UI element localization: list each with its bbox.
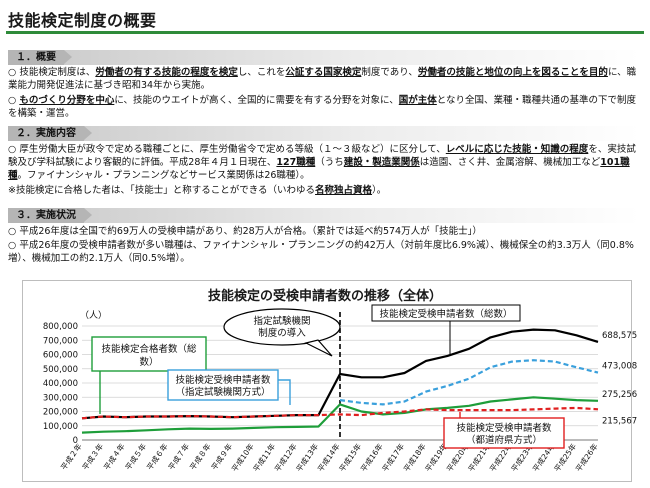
text: 制度であり、 (361, 67, 418, 78)
section-3-para-2: ○ 平成26年度の受検申請者数が多い職種は、ファイナンシャル・プランニングの約4… (8, 239, 640, 265)
chart-frame (22, 280, 632, 482)
bullet: ○ (8, 67, 17, 78)
bullet: ○ (8, 144, 17, 155)
emphasis: ものづくり分野を中心 (19, 95, 115, 106)
text: 平成26年度の受検申請者数が多い職種は、ファイナンシャル・プランニングの約42万… (8, 240, 634, 264)
text: 技能検定制度は、 (19, 67, 96, 78)
text: ※技能検定に合格した者は、「技能士」と称することができる（いわゆる (8, 185, 316, 196)
section-1-header: １．概要 (8, 50, 72, 65)
section-1-para-1: ○ 技能検定制度は、労働者の有する技能の程度を検定し、これを公証する国家検定制度… (8, 66, 640, 92)
text: ）。 (372, 185, 387, 196)
section-3-header-bar: ３．実施状況 (8, 208, 640, 223)
section-2-header-bar: ２．実施内容 (8, 126, 640, 141)
section-2-note: ※技能検定に合格した者は、「技能士」と称することができる（いわゆる名称独占資格）… (8, 184, 640, 197)
emphasis: 101職種 (8, 157, 630, 181)
chart-title: 技能検定の受検申請者数の推移（全体） (207, 289, 442, 304)
section-1-header-bar: １．概要 (8, 50, 640, 65)
text: 。ファイナンシャル・プランニングなどサービス業関係は26職種）。 (17, 170, 310, 181)
section-2-header: ２．実施内容 (8, 126, 92, 141)
section-3-para-1: ○ 平成26年度は全国で約69万人の受検申請があり、約28万人が合格。（累計では… (8, 225, 640, 238)
section-1-para-2: ○ ものづくり分野を中心に、技能のウエイトが高く、全国的に需要を有する分野を対象… (8, 94, 640, 120)
text: となり全国、業種・職種共通の基準の下で制度を構築・運営。 (8, 95, 637, 119)
emphasis: 名称独占資格 (315, 185, 373, 196)
text: は造園、さく井、金属溶解、機械加工など (419, 157, 601, 168)
emphasis: 労働者の有する技能の程度を検定 (95, 67, 238, 78)
bullet: ○ (8, 240, 17, 251)
text: 平成26年度は全国で約69万人の受検申請があり、約28万人が合格。（累計では延べ… (19, 226, 482, 237)
title-rule (6, 31, 644, 34)
page-title: 技能検定制度の概要 (8, 11, 157, 30)
text: （うち (315, 157, 344, 168)
text: に、職業能力開発促進法に基づき昭和34年から実施。 (8, 67, 637, 91)
emphasis: 公証する国家検定 (285, 67, 362, 78)
emphasis: 127職種 (276, 157, 316, 168)
emphasis: 労働者の技能と地位の向上を図ることを目的 (417, 67, 608, 78)
text: を、実技試験及び学科試験により客観的に評価。平成28年４月１日現在、 (8, 144, 636, 168)
emphasis: 建設・製造業関係 (343, 157, 420, 168)
bullet: ○ (8, 95, 17, 106)
text: に、技能のウエイトが高く、全国的に需要を有する分野を対象に、 (114, 95, 399, 106)
bullet: ○ (8, 226, 17, 237)
emphasis: レベルに応じた技能・知識の程度 (445, 144, 589, 155)
text: し、これを (237, 67, 286, 78)
section-2-para-1: ○ 厚生労働大臣が政令で定める職種ごとに、厚生労働省令で定める等級（１～３級など… (8, 143, 640, 182)
text: 厚生労働大臣が政令で定める職種ごとに、厚生労働省令で定める等級（１～３級など）に… (19, 144, 446, 155)
emphasis: 国が主体 (398, 95, 437, 106)
section-3-header: ３．実施状況 (8, 208, 92, 223)
